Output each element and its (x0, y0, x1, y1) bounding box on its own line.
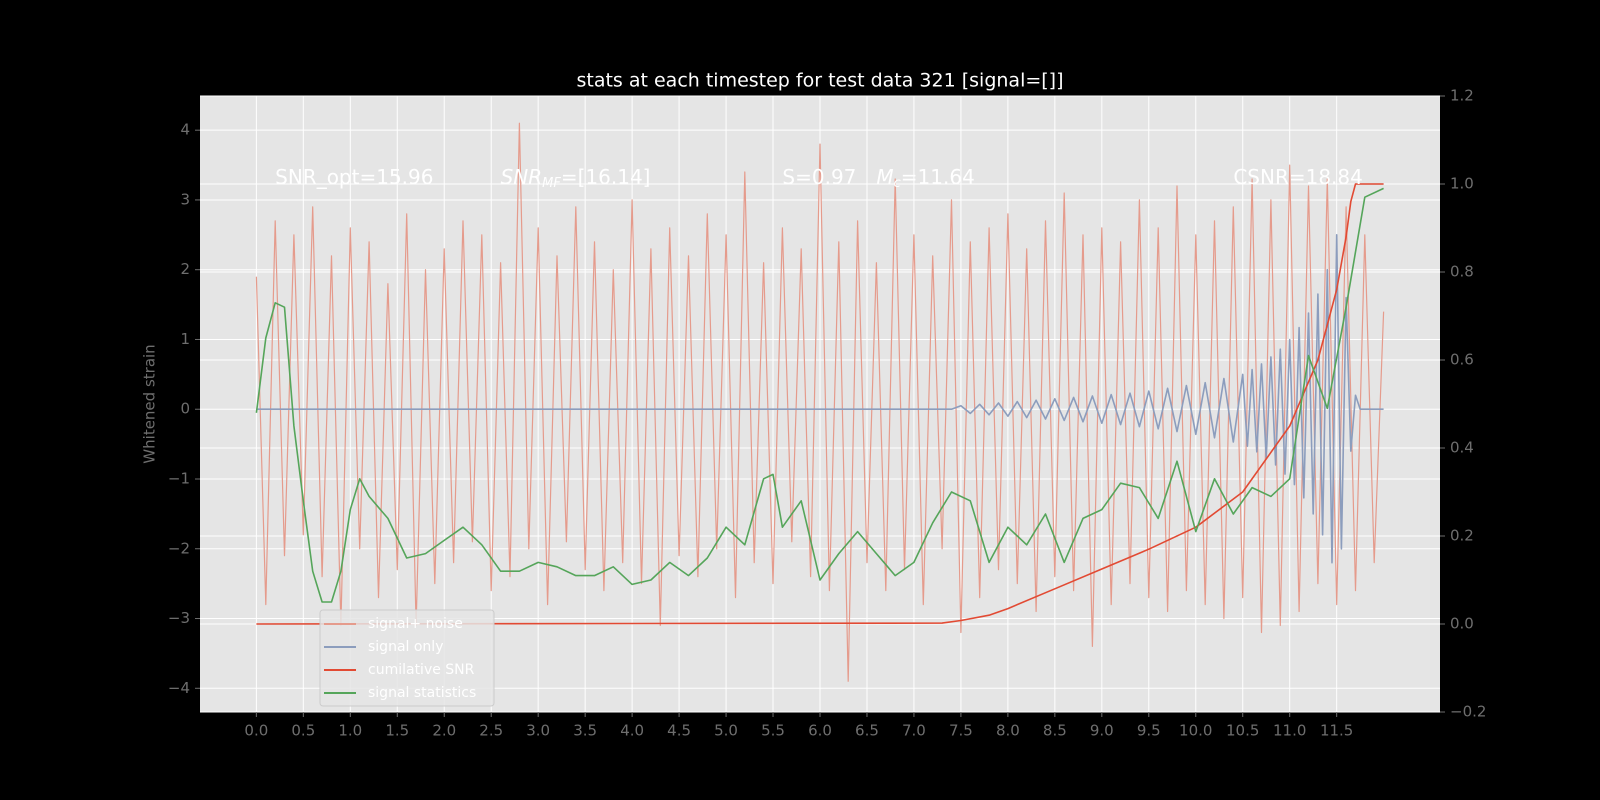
annotation-rest: =[16.14] (561, 165, 651, 189)
x-tick-label: 3.5 (573, 722, 597, 740)
annotation: SNRMF=[16.14] (501, 165, 651, 191)
x-tick-label: 6.5 (855, 722, 879, 740)
annotation-rest: =11.64 (901, 165, 975, 189)
annotation-text: M (876, 165, 893, 189)
x-tick-label: 5.5 (761, 722, 785, 740)
y2-tick-label: 1.2 (1450, 87, 1474, 105)
series-line (255, 122, 1385, 682)
annotation-sub: c (894, 176, 901, 191)
y-tick-label: −3 (168, 609, 190, 627)
y2-tick-label: 0.2 (1450, 527, 1474, 545)
annotation-text: SNR_opt=15.96 (275, 165, 433, 189)
y-tick-label: −2 (168, 539, 190, 557)
annotation: CSNR=18.84 (1233, 165, 1363, 189)
y2-tick-label: −0.2 (1450, 703, 1486, 721)
series-line (256, 183, 1384, 625)
y-tick-label: 0 (180, 400, 190, 418)
legend-label: cumilative SNR (368, 662, 475, 678)
annotation-text: CSNR=18.84 (1233, 165, 1363, 189)
y-axis-label: Whitened strain (141, 344, 159, 463)
annotation: Mc=11.64 (876, 165, 974, 191)
x-tick-label: 8.5 (1043, 722, 1067, 740)
x-tick-label: 3.0 (526, 722, 550, 740)
y-tick-label: −4 (168, 679, 190, 697)
y-tick-label: 3 (180, 190, 190, 208)
y2-tick-label: 0.0 (1450, 615, 1474, 633)
legend-box (319, 609, 495, 707)
x-tick-label: 9.0 (1090, 722, 1114, 740)
legend-label: signal statistics (368, 685, 476, 701)
y-tick-label: 4 (180, 121, 190, 139)
x-tick-label: 4.5 (667, 722, 691, 740)
x-tick-label: 9.5 (1137, 722, 1161, 740)
chart-title: stats at each timestep for test data 321… (576, 70, 1063, 92)
x-tick-label: 8.0 (996, 722, 1020, 740)
y2-tick-label: 0.6 (1450, 351, 1474, 369)
annotation: SNR_opt=15.96 (275, 165, 433, 189)
series-line (256, 234, 1384, 564)
annotation-text: S=0.97 (782, 165, 856, 189)
legend-label: signal+ noise (368, 616, 463, 632)
x-tick-label: 0.5 (291, 722, 315, 740)
legend: signal+ noise signal only cumilative SNR si… (319, 609, 495, 707)
x-tick-label: 6.0 (808, 722, 832, 740)
y-tick-label: 1 (180, 330, 190, 348)
y2-tick-label: 0.8 (1450, 263, 1474, 281)
x-tick-label: 4.0 (620, 722, 644, 740)
x-tick-label: 11.0 (1273, 722, 1306, 740)
annotation-text: SNR (501, 165, 543, 189)
x-tick-label: 5.0 (714, 722, 738, 740)
x-tick-label: 2.0 (432, 722, 456, 740)
series-line (255, 187, 1384, 603)
y-tick-label: 2 (180, 260, 190, 278)
y2-tick-label: 0.4 (1450, 439, 1474, 457)
x-tick-label: 11.5 (1320, 722, 1353, 740)
x-tick-label: 7.0 (902, 722, 926, 740)
x-tick-label: 7.5 (949, 722, 973, 740)
x-tick-label: 10.5 (1226, 722, 1259, 740)
y-tick-label: −1 (168, 469, 190, 487)
annotation: S=0.97 (782, 165, 856, 189)
x-tick-label: 2.5 (479, 722, 503, 740)
x-tick-label: 10.0 (1179, 722, 1212, 740)
x-tick-label: 1.5 (385, 722, 409, 740)
x-tick-label: 0.0 (244, 722, 268, 740)
grid (200, 95, 1440, 713)
legend-label: signal only (368, 639, 443, 655)
y2-tick-label: 1.0 (1450, 175, 1474, 193)
x-tick-label: 1.0 (338, 722, 362, 740)
annotation-sub: MF (542, 176, 561, 191)
